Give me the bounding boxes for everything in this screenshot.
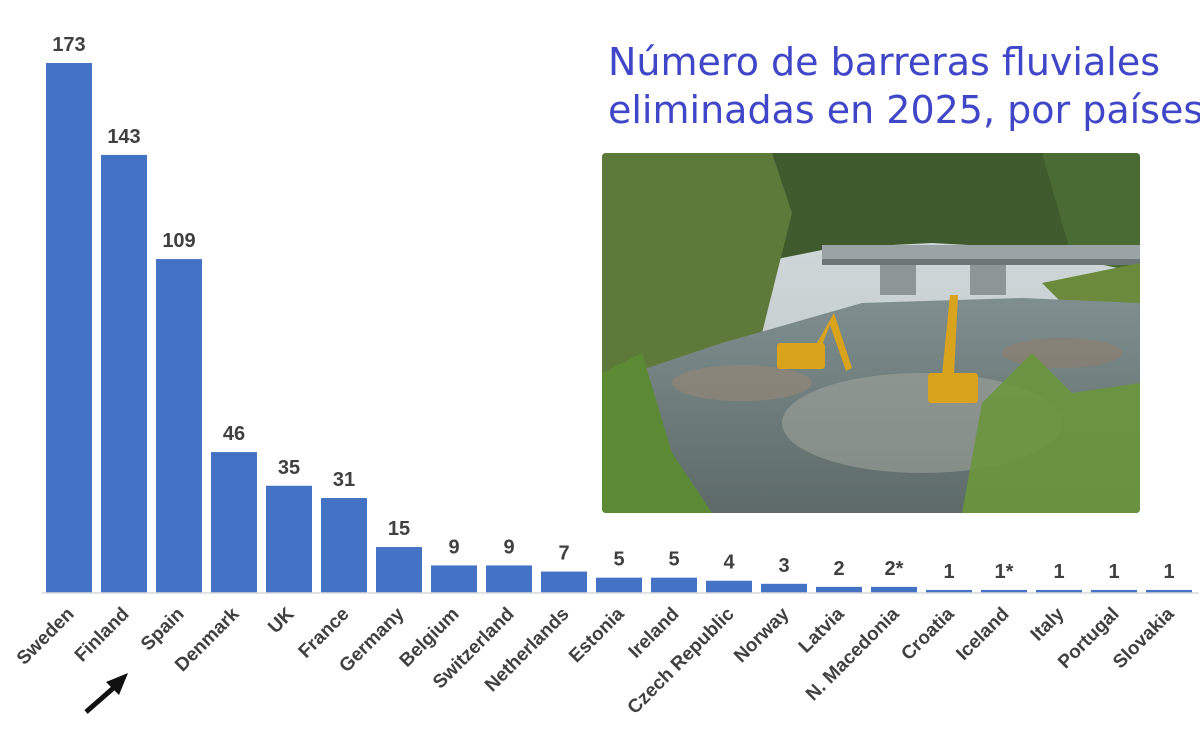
- value-label: 1: [943, 561, 954, 583]
- category-label: Sweden: [13, 604, 79, 670]
- chart-title: Número de barreras fluviales eliminadas …: [608, 38, 1200, 134]
- bar-latvia: [816, 586, 862, 593]
- value-label: 1: [1163, 561, 1174, 583]
- chart-title-line-2: eliminadas en 2025, por países: [608, 88, 1200, 132]
- value-label: 46: [223, 423, 245, 445]
- bar-netherlands: [541, 571, 587, 593]
- arrow-shaft: [84, 682, 120, 714]
- value-label: 15: [388, 518, 410, 540]
- bar-denmark: [211, 452, 257, 593]
- category-label: UK: [264, 603, 298, 637]
- arrow-head: [106, 673, 128, 695]
- spain-highlight-arrow-icon: [84, 673, 128, 714]
- category-label: Croatia: [897, 603, 958, 664]
- category-label: Spain: [137, 604, 188, 655]
- value-label: 5: [668, 549, 679, 571]
- value-label: 9: [448, 536, 459, 558]
- bar-sweden: [46, 63, 92, 593]
- bar-italy: [1036, 589, 1082, 593]
- river-excavator-photo: [602, 153, 1140, 513]
- category-label: Latvia: [795, 603, 849, 657]
- value-label: 3: [778, 555, 789, 577]
- bar-ireland: [651, 577, 697, 593]
- bar-belgium: [431, 565, 477, 593]
- value-label: 1: [1053, 561, 1064, 583]
- value-label: 5: [613, 549, 624, 571]
- bar-switzerland: [486, 565, 532, 593]
- bar-portugal: [1091, 589, 1137, 593]
- value-label: 2: [833, 558, 844, 580]
- value-label: 173: [52, 34, 85, 56]
- chart-title-line-1: Número de barreras fluviales: [608, 40, 1161, 84]
- value-label: 109: [162, 230, 195, 252]
- bar-n-macedonia: [871, 586, 917, 593]
- bar-czech-republic: [706, 580, 752, 593]
- value-label: 7: [558, 543, 569, 565]
- value-label: 2*: [885, 558, 904, 580]
- bar-france: [321, 498, 367, 593]
- category-label: Estonia: [565, 603, 629, 667]
- category-label: Italy: [1027, 603, 1069, 645]
- bar-spain: [156, 259, 202, 593]
- bar-slovakia: [1146, 589, 1192, 593]
- value-label: 9: [503, 536, 514, 558]
- bar-finland: [101, 154, 147, 593]
- value-label: 4: [723, 552, 735, 574]
- category-label: Slovakia: [1109, 603, 1179, 673]
- category-label: Finland: [71, 604, 134, 667]
- bars-group: [46, 63, 1192, 593]
- bar-estonia: [596, 577, 642, 593]
- bar-germany: [376, 547, 422, 593]
- value-label: 1*: [995, 561, 1014, 583]
- value-label: 143: [107, 126, 140, 148]
- value-label: 35: [278, 457, 300, 479]
- category-label: Norway: [730, 603, 794, 667]
- bar-norway: [761, 583, 807, 593]
- value-label: 31: [333, 469, 355, 491]
- bar-iceland: [981, 589, 1027, 593]
- bar-uk: [266, 485, 312, 593]
- bar-croatia: [926, 589, 972, 593]
- value-labels-group: 173 143 109 46 35 31 15 9 9 7 5 5 4 3 2 2* 1 1* 1 1 1: [52, 34, 1174, 583]
- category-label: Iceland: [952, 604, 1013, 665]
- value-label: 1: [1108, 561, 1119, 583]
